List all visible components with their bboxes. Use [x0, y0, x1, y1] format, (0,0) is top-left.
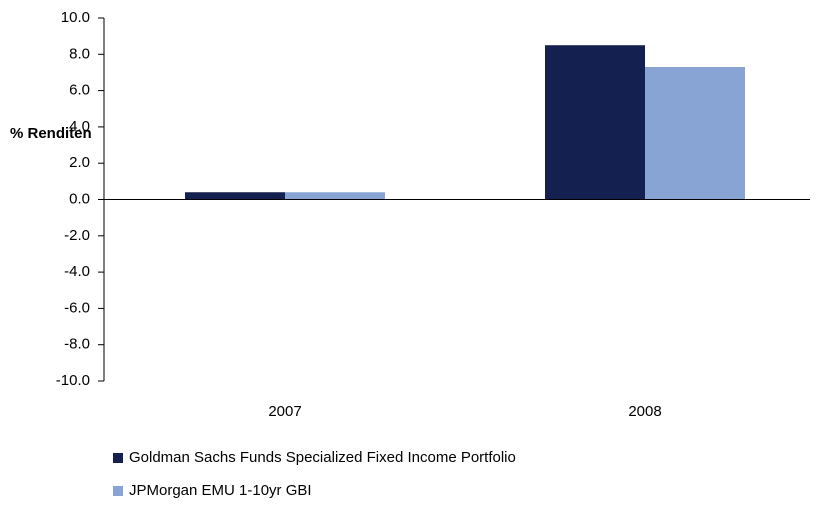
bar	[185, 192, 285, 200]
bar	[645, 67, 745, 200]
y-axis-label: % Renditen	[10, 125, 92, 142]
legend-label: Goldman Sachs Funds Specialized Fixed In…	[129, 449, 516, 466]
x-tick-label: 2007	[268, 403, 301, 420]
y-tick-label: 4.0	[69, 118, 90, 135]
y-tick-label: 8.0	[69, 45, 90, 62]
bar	[545, 45, 645, 200]
legend-label: JPMorgan EMU 1-10yr GBI	[129, 482, 312, 499]
bar	[285, 192, 385, 200]
y-tick-label: -2.0	[64, 227, 90, 244]
y-tick-label: 6.0	[69, 82, 90, 99]
legend-swatch	[113, 453, 123, 463]
legend-swatch	[113, 486, 123, 496]
x-tick-label: 2008	[628, 403, 661, 420]
y-tick-label: 10.0	[61, 9, 90, 26]
y-tick-label: -4.0	[64, 263, 90, 280]
y-tick-label: 2.0	[69, 154, 90, 171]
y-tick-label: -8.0	[64, 336, 90, 353]
y-tick-label: 0.0	[69, 190, 90, 207]
y-tick-label: -10.0	[56, 372, 90, 389]
y-tick-label: -6.0	[64, 299, 90, 316]
